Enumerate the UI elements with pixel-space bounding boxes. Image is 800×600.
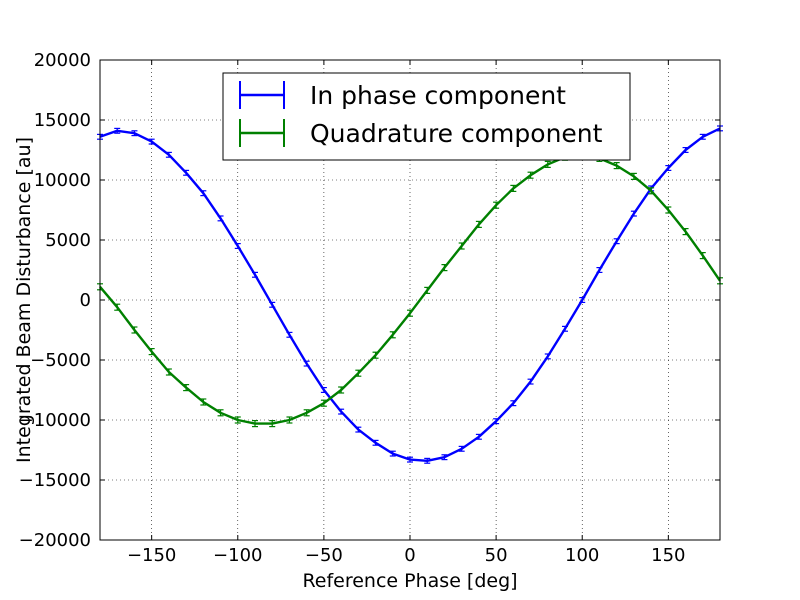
tick-layer	[100, 59, 720, 541]
legend-label: In phase component	[310, 81, 566, 110]
y-tick-label: −10000	[19, 410, 91, 431]
x-tick-label: 150	[651, 545, 685, 566]
x-tick-label: 100	[565, 545, 599, 566]
x-axis-title: Reference Phase [deg]	[302, 570, 517, 592]
y-tick-label: 10000	[34, 170, 91, 191]
legend-box	[222, 72, 631, 161]
x-tick-label: −50	[305, 545, 343, 566]
x-tick-label: 0	[404, 545, 415, 566]
x-tick-label: −100	[213, 545, 262, 566]
legend-label: Quadrature component	[310, 119, 603, 148]
series-group	[97, 125, 723, 464]
legend-entry: Quadrature component	[239, 119, 603, 148]
legend-entries: In phase component Quadrature component	[239, 81, 603, 148]
y-tick-label: −15000	[19, 470, 91, 491]
tick-label-layer: −150 −100 −50 0 50 100 150 20000 15000 10000 5000 0…	[19, 50, 686, 566]
y-tick-label: 15000	[34, 110, 91, 131]
series-layer	[97, 125, 723, 464]
x-tick-label: 50	[485, 545, 508, 566]
x-tick-label: −150	[127, 545, 176, 566]
y-tick-label: −20000	[19, 530, 91, 551]
y-tick-label: −5000	[30, 350, 91, 371]
y-axis-title: Integrated Beam Disturbance [au]	[13, 137, 35, 463]
y-tick-label: 20000	[34, 50, 91, 71]
series-group	[97, 152, 723, 428]
y-tick-label: 5000	[45, 230, 91, 251]
legend: In phase component Quadrature component	[222, 72, 631, 161]
legend-entry: In phase component	[239, 81, 566, 110]
y-tick-label: 0	[80, 290, 91, 311]
